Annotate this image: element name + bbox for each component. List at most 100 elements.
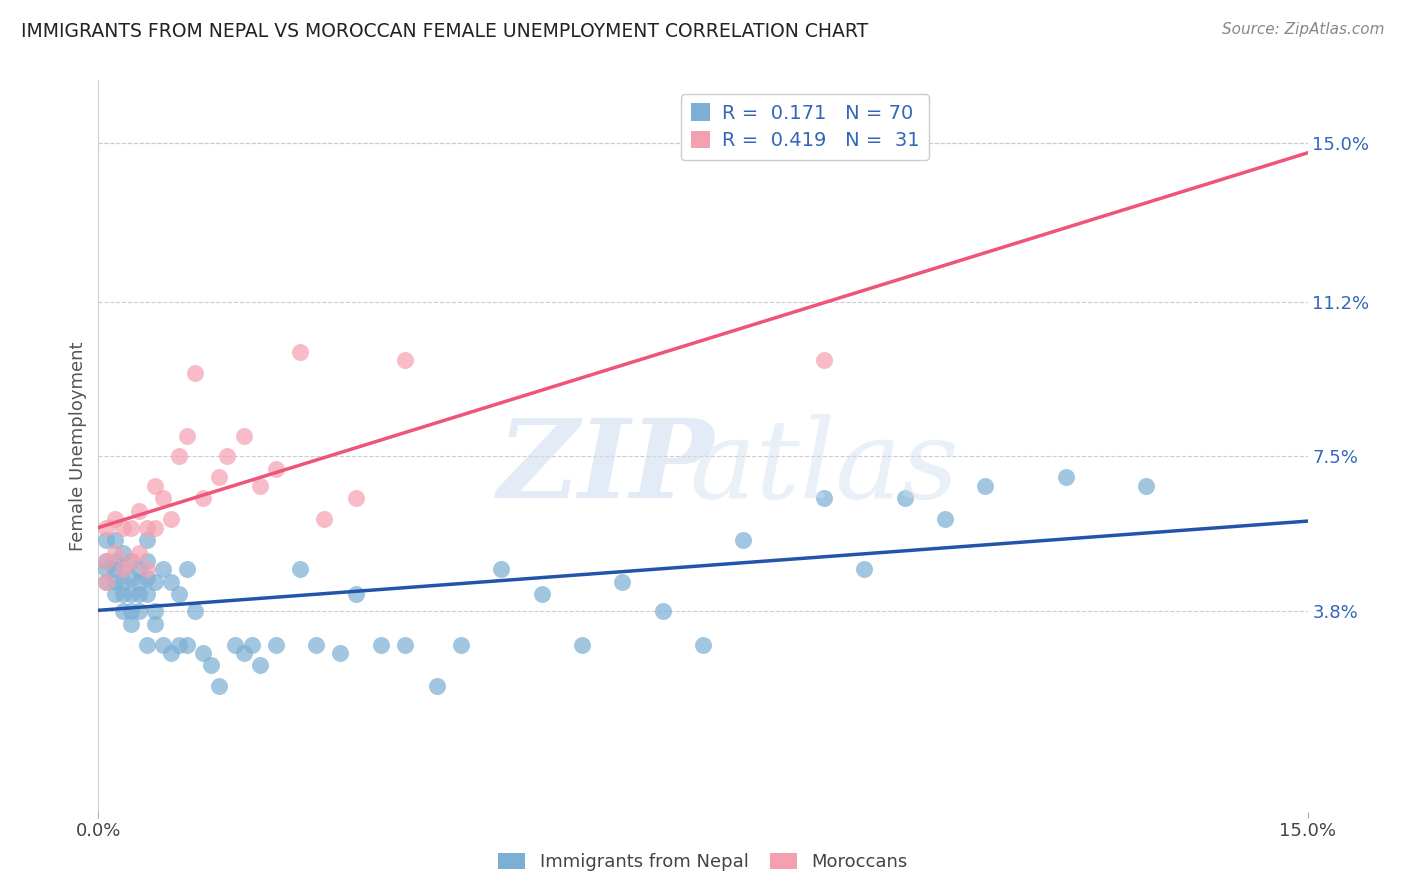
Point xyxy=(249,479,271,493)
Point xyxy=(193,646,215,660)
Point xyxy=(612,574,634,589)
Point xyxy=(167,638,190,652)
Point xyxy=(120,554,142,568)
Text: Source: ZipAtlas.com: Source: ZipAtlas.com xyxy=(1222,22,1385,37)
Point xyxy=(167,587,190,601)
Point xyxy=(103,545,125,559)
Point xyxy=(232,646,254,660)
Point xyxy=(1054,470,1077,484)
Point xyxy=(135,638,157,652)
Point xyxy=(208,679,231,693)
Point xyxy=(120,616,142,631)
Point xyxy=(314,512,336,526)
Point xyxy=(96,554,118,568)
Point xyxy=(288,345,311,359)
Legend: Immigrants from Nepal, Moroccans: Immigrants from Nepal, Moroccans xyxy=(491,846,915,879)
Point xyxy=(111,520,134,534)
Point xyxy=(96,533,118,547)
Point xyxy=(135,587,157,601)
Point xyxy=(103,512,125,526)
Point xyxy=(152,638,174,652)
Point xyxy=(160,512,183,526)
Point xyxy=(111,604,134,618)
Point xyxy=(344,491,367,506)
Point xyxy=(96,520,118,534)
Point xyxy=(370,638,392,652)
Point xyxy=(813,353,835,368)
Point xyxy=(103,574,125,589)
Point xyxy=(96,574,118,589)
Point xyxy=(176,638,198,652)
Point xyxy=(152,491,174,506)
Point xyxy=(853,562,876,576)
Point xyxy=(135,554,157,568)
Point xyxy=(813,491,835,506)
Point xyxy=(96,554,118,568)
Point xyxy=(152,562,174,576)
Point xyxy=(491,562,513,576)
Point xyxy=(193,491,215,506)
Point xyxy=(1135,479,1157,493)
Point xyxy=(120,554,142,568)
Point xyxy=(176,428,198,442)
Point xyxy=(264,638,287,652)
Point xyxy=(120,587,142,601)
Point xyxy=(120,604,142,618)
Point xyxy=(530,587,553,601)
Point xyxy=(240,638,263,652)
Point xyxy=(893,491,915,506)
Point xyxy=(103,533,125,547)
Point xyxy=(103,562,125,576)
Point xyxy=(143,604,166,618)
Point xyxy=(143,574,166,589)
Point xyxy=(135,571,157,585)
Point xyxy=(450,638,472,652)
Point xyxy=(143,479,166,493)
Point xyxy=(232,428,254,442)
Point xyxy=(128,504,150,518)
Point xyxy=(111,562,134,576)
Point xyxy=(103,587,125,601)
Point xyxy=(394,353,416,368)
Point xyxy=(692,638,714,652)
Point xyxy=(344,587,367,601)
Text: IMMIGRANTS FROM NEPAL VS MOROCCAN FEMALE UNEMPLOYMENT CORRELATION CHART: IMMIGRANTS FROM NEPAL VS MOROCCAN FEMALE… xyxy=(21,22,869,41)
Point xyxy=(394,638,416,652)
Point xyxy=(128,562,150,576)
Point xyxy=(128,574,150,589)
Point xyxy=(120,571,142,585)
Point xyxy=(249,658,271,673)
Point xyxy=(96,562,118,576)
Point xyxy=(96,574,118,589)
Point xyxy=(135,533,157,547)
Point xyxy=(571,638,593,652)
Point xyxy=(733,533,755,547)
Point xyxy=(974,479,997,493)
Point xyxy=(200,658,222,673)
Point xyxy=(305,638,328,652)
Legend: R =  0.171   N = 70, R =  0.419   N =  31: R = 0.171 N = 70, R = 0.419 N = 31 xyxy=(681,94,929,160)
Point xyxy=(224,638,246,652)
Point xyxy=(176,562,198,576)
Point xyxy=(167,450,190,464)
Point xyxy=(264,462,287,476)
Y-axis label: Female Unemployment: Female Unemployment xyxy=(69,342,87,550)
Point xyxy=(111,545,134,559)
Point xyxy=(329,646,352,660)
Point xyxy=(160,574,183,589)
Text: ZIP: ZIP xyxy=(498,414,714,522)
Point xyxy=(208,470,231,484)
Point xyxy=(111,587,134,601)
Point xyxy=(288,562,311,576)
Point xyxy=(103,554,125,568)
Point xyxy=(128,545,150,559)
Point xyxy=(426,679,449,693)
Point xyxy=(135,562,157,576)
Point xyxy=(160,646,183,660)
Point xyxy=(128,587,150,601)
Point xyxy=(217,450,239,464)
Point xyxy=(184,366,207,380)
Point xyxy=(120,520,142,534)
Point xyxy=(111,562,134,576)
Point xyxy=(143,520,166,534)
